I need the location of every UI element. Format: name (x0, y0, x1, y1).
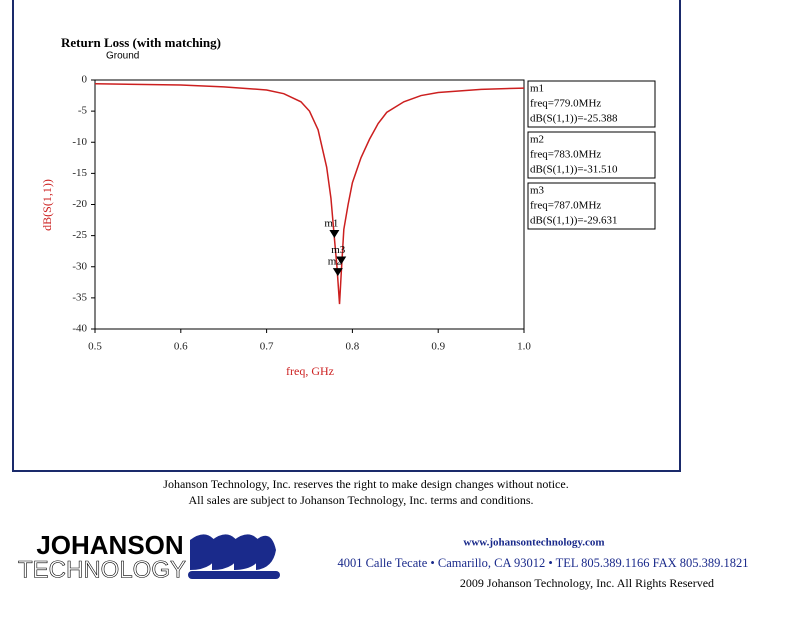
y-axis-label: dB(S(1,1)) (40, 179, 54, 231)
series-line (94, 82, 525, 305)
y-tick-label: -35 (72, 291, 87, 303)
chart-title: Return Loss (with matching) (61, 35, 221, 50)
marker-name: m2 (530, 134, 544, 146)
logo-text: TECHNOLOGY (18, 556, 186, 583)
marker-tag: m1 (324, 218, 338, 230)
marker-box (527, 182, 656, 230)
marker-readout: dB(S(1,1))=-31.510 (530, 164, 618, 176)
logo-text: JOHANSON (36, 530, 183, 560)
chart-subtitle: Ground (106, 51, 139, 62)
y-tick-label: 0 (82, 74, 88, 86)
plot-area (94, 79, 525, 330)
marker (329, 230, 340, 239)
notice: Johanson Technology, Inc. reserves the r… (163, 477, 568, 491)
x-tick-label: 0.8 (346, 341, 360, 353)
y-tick-label: -25 (72, 229, 87, 241)
y-tick-label: -40 (72, 323, 87, 335)
marker-name: m1 (530, 83, 544, 95)
marker-box (527, 131, 656, 179)
x-tick-label: 0.6 (174, 341, 188, 353)
marker-readout: freq=783.0MHz (530, 149, 601, 161)
marker-name: m3 (530, 185, 545, 197)
notice: All sales are subject to Johanson Techno… (188, 493, 533, 507)
y-tick-label: -10 (72, 136, 87, 148)
marker (336, 256, 347, 265)
x-tick-label: 0.5 (88, 341, 102, 353)
marker-box (527, 80, 656, 128)
marker-readout: dB(S(1,1))=-29.631 (530, 215, 617, 227)
url: www.johansontechnology.com (463, 537, 604, 549)
x-tick-label: 0.7 (260, 341, 274, 353)
marker-readout: dB(S(1,1))=-25.388 (530, 113, 618, 125)
marker-readout: freq=779.0MHz (530, 98, 601, 110)
marker-readout: freq=787.0MHz (530, 200, 601, 212)
marker (332, 268, 343, 277)
copyright: 2009 Johanson Technology, Inc. All Right… (460, 576, 714, 590)
logo-waves (188, 534, 280, 579)
y-tick-label: -30 (72, 260, 87, 272)
x-tick-label: 0.9 (431, 341, 445, 353)
y-tick-label: -15 (72, 167, 87, 179)
x-axis-label: freq, GHz (286, 364, 334, 378)
y-tick-label: -20 (72, 198, 87, 210)
address: 4001 Calle Tecate • Camarillo, CA 93012 … (337, 556, 748, 570)
y-tick-label: -5 (78, 105, 88, 117)
marker-tag: m3 (331, 244, 346, 256)
x-tick-label: 1.0 (517, 341, 531, 353)
frame (12, 0, 681, 472)
